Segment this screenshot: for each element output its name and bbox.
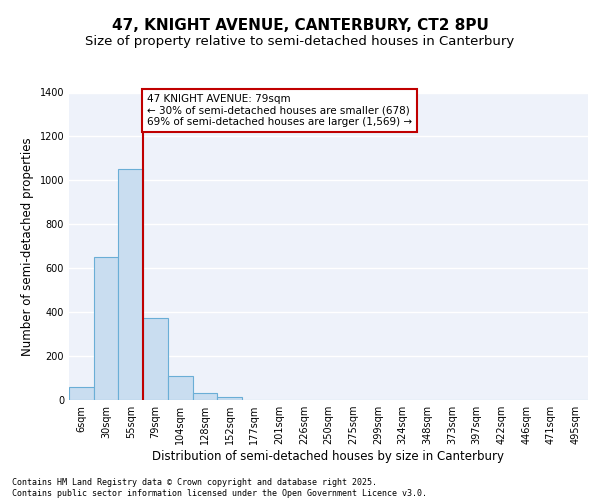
X-axis label: Distribution of semi-detached houses by size in Canterbury: Distribution of semi-detached houses by …	[152, 450, 505, 463]
Bar	[143, 318, 168, 400]
Bar	[94, 257, 118, 400]
Text: 47 KNIGHT AVENUE: 79sqm
← 30% of semi-detached houses are smaller (678)
69% of s: 47 KNIGHT AVENUE: 79sqm ← 30% of semi-de…	[147, 94, 412, 127]
Bar	[217, 398, 242, 400]
Bar	[193, 394, 217, 400]
Bar	[69, 387, 94, 400]
Bar	[118, 170, 143, 400]
Text: Size of property relative to semi-detached houses in Canterbury: Size of property relative to semi-detach…	[85, 35, 515, 48]
Bar	[168, 376, 193, 400]
Text: 47, KNIGHT AVENUE, CANTERBURY, CT2 8PU: 47, KNIGHT AVENUE, CANTERBURY, CT2 8PU	[112, 18, 488, 32]
Text: Contains HM Land Registry data © Crown copyright and database right 2025.
Contai: Contains HM Land Registry data © Crown c…	[12, 478, 427, 498]
Y-axis label: Number of semi-detached properties: Number of semi-detached properties	[21, 137, 34, 356]
